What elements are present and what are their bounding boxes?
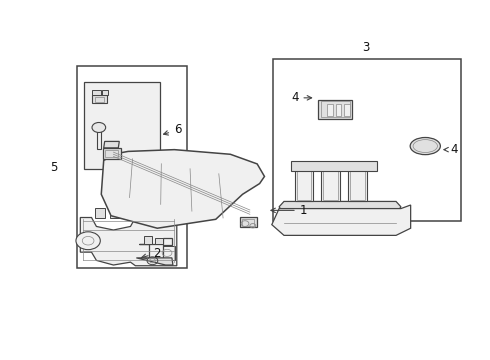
Text: 1: 1 <box>271 204 307 217</box>
Polygon shape <box>279 202 401 214</box>
Polygon shape <box>104 141 119 148</box>
Bar <box>240 217 257 227</box>
Bar <box>155 238 163 244</box>
Bar <box>318 100 352 119</box>
Bar <box>139 208 149 218</box>
Text: 4: 4 <box>444 143 458 156</box>
Bar <box>291 161 376 171</box>
Bar <box>124 208 134 218</box>
Bar <box>273 59 461 221</box>
Bar <box>105 150 118 157</box>
Polygon shape <box>80 217 177 266</box>
Bar <box>350 171 365 200</box>
Bar <box>144 236 152 244</box>
Polygon shape <box>101 150 265 228</box>
Polygon shape <box>136 258 173 265</box>
Bar <box>84 82 160 169</box>
Bar <box>344 104 350 116</box>
Ellipse shape <box>410 138 441 155</box>
Polygon shape <box>139 238 172 258</box>
Bar <box>348 167 367 202</box>
Text: 3: 3 <box>362 41 369 54</box>
Bar <box>336 104 342 116</box>
Bar <box>92 90 101 95</box>
Text: 6: 6 <box>164 123 181 136</box>
Circle shape <box>76 232 100 249</box>
Bar <box>327 104 333 116</box>
Bar <box>92 95 107 103</box>
Bar <box>242 219 254 226</box>
Bar <box>110 208 120 218</box>
Text: 2: 2 <box>142 247 161 260</box>
Text: 5: 5 <box>50 161 58 174</box>
Text: 4: 4 <box>291 91 312 104</box>
Polygon shape <box>272 205 411 235</box>
Circle shape <box>92 122 106 132</box>
Bar <box>103 148 121 158</box>
Bar <box>97 131 101 149</box>
Bar <box>95 97 104 102</box>
Bar <box>323 171 338 200</box>
Bar <box>320 102 350 117</box>
Bar <box>95 208 105 218</box>
Bar <box>296 171 311 200</box>
Bar <box>158 246 175 260</box>
Bar <box>294 167 313 202</box>
Bar <box>321 167 340 202</box>
Bar <box>77 66 187 267</box>
Bar <box>102 90 108 95</box>
